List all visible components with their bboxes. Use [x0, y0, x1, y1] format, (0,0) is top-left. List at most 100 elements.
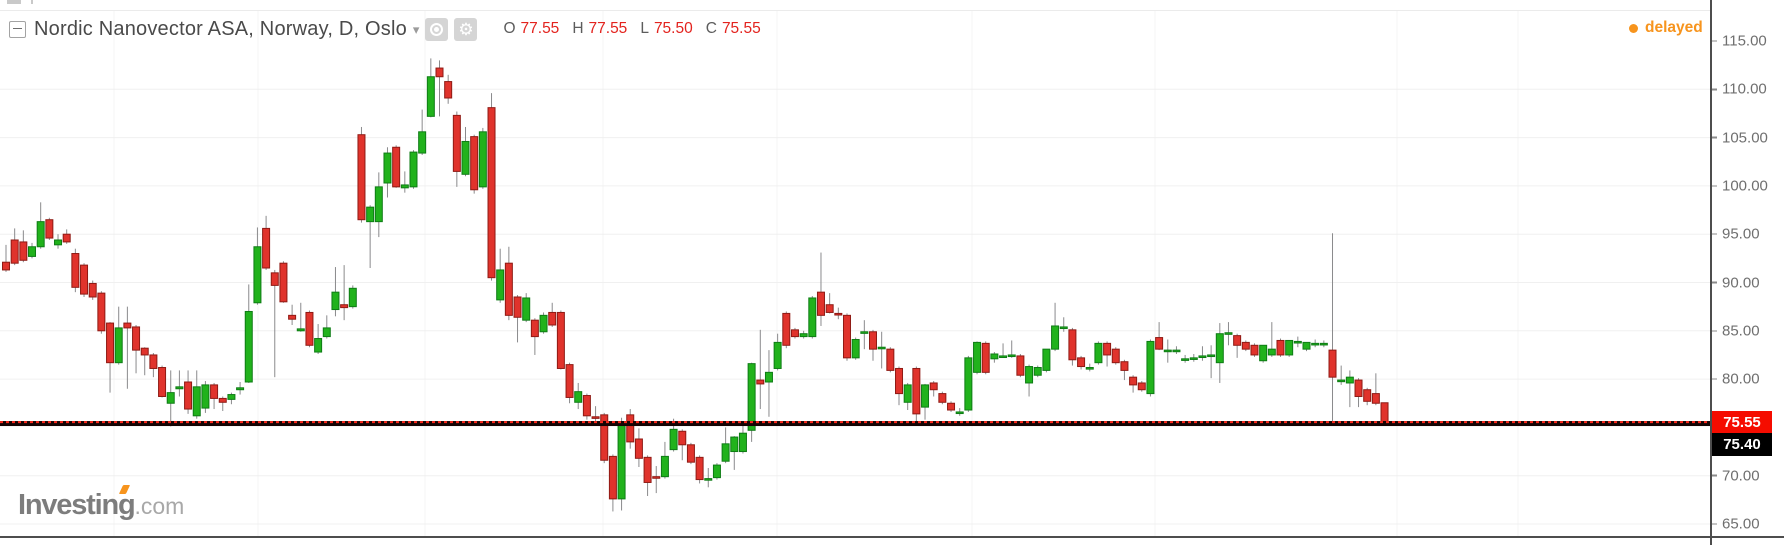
candle-body	[1319, 342, 1328, 346]
candle-body	[1198, 355, 1207, 359]
candle-body	[262, 227, 271, 269]
candle-body	[140, 347, 149, 356]
candle-body	[1354, 379, 1363, 397]
candle-body	[643, 456, 652, 483]
candle-body	[244, 310, 253, 383]
candle-body	[678, 430, 687, 446]
candle-body	[816, 291, 825, 316]
candle-body	[1302, 341, 1311, 350]
line-price-tag: 75.40	[1712, 433, 1772, 456]
close-value: 75.55	[721, 20, 761, 37]
candle-body	[487, 107, 496, 279]
candle-body	[790, 329, 799, 338]
gear-icon[interactable]: ⚙	[454, 17, 478, 41]
candle-body	[938, 393, 947, 403]
candle-body	[1233, 335, 1242, 346]
price-scale[interactable]: 115.00 110.00 105.00 100.00 95.00 90.00 85.00 8…	[1710, 0, 1784, 545]
eye-glyph	[430, 22, 444, 36]
y-axis-tick: 65.00	[1712, 516, 1760, 533]
candle-body	[1181, 358, 1190, 361]
candle-body	[895, 367, 904, 395]
candle-body	[305, 311, 314, 346]
candle-body	[158, 367, 167, 397]
candle-body	[660, 455, 669, 478]
eye-icon[interactable]	[425, 17, 449, 41]
candle-body	[1267, 348, 1276, 356]
candle-body	[227, 394, 236, 400]
open-label: O	[503, 20, 516, 37]
candle-body	[175, 386, 184, 390]
time-axis-line	[0, 536, 1784, 538]
candle-body	[695, 456, 704, 481]
candle-body	[218, 397, 227, 403]
candle-body	[322, 327, 331, 338]
clipped-toolbar-artifact	[7, 0, 21, 4]
y-axis-tick: 80.00	[1712, 371, 1760, 388]
candlestick-plot[interactable]	[0, 0, 1710, 545]
low-value: 75.50	[653, 20, 693, 37]
candle-body	[1077, 357, 1086, 368]
candle-body	[756, 379, 765, 385]
candle-body	[210, 384, 219, 399]
candle-body	[19, 241, 28, 261]
candle-body	[869, 331, 877, 350]
candle-body	[617, 421, 626, 500]
candle-body	[1155, 337, 1164, 350]
candle-body	[374, 186, 383, 223]
high-value: 77.55	[588, 20, 628, 37]
candle-body	[903, 384, 912, 403]
candle-body	[45, 219, 54, 239]
candle-body	[348, 287, 357, 308]
candle-body	[747, 363, 756, 431]
candle-body	[556, 311, 565, 369]
top-divider	[0, 10, 1710, 11]
candle-body	[764, 371, 773, 383]
candle-body	[426, 76, 435, 117]
delayed-label: delayed	[1645, 19, 1703, 36]
low-label: L	[640, 20, 649, 37]
candle-body	[366, 206, 375, 223]
candle-body	[730, 436, 739, 453]
candle-body	[478, 131, 487, 188]
candle-body	[1146, 340, 1155, 395]
candle-body	[88, 282, 97, 298]
candle-body	[574, 391, 583, 403]
delayed-badge: delayed	[1629, 19, 1703, 37]
candle-body	[530, 319, 539, 338]
candle-body	[270, 272, 279, 286]
y-axis-tick: 105.00	[1712, 129, 1768, 146]
candle-body	[1103, 342, 1112, 356]
candle-body	[314, 338, 323, 353]
candle-body	[418, 131, 427, 154]
candle-body	[400, 184, 409, 189]
chart-header: Nordic Nanovector ASA, Norway, D, Oslo ▾…	[0, 14, 774, 44]
candle-body	[522, 297, 531, 321]
investing-logo: Investing.com	[18, 485, 184, 522]
candle-body	[964, 357, 973, 411]
candle-body	[36, 221, 45, 248]
support-line	[0, 421, 1710, 427]
chevron-down-icon[interactable]: ▾	[412, 21, 420, 37]
delayed-dot-icon	[1629, 23, 1638, 33]
candle-body	[1259, 344, 1268, 362]
candle-body	[1094, 342, 1103, 364]
candle-body	[383, 152, 392, 184]
candle-body	[669, 428, 678, 451]
candle-body	[1120, 361, 1129, 371]
candle-body	[166, 392, 175, 404]
ohlc-readout: O 77.55 H 77.55 L 75.50 C 75.55	[503, 20, 773, 38]
candle-body	[921, 384, 930, 408]
candle-body	[1207, 354, 1216, 358]
candle-body	[608, 455, 617, 500]
candle-body	[999, 355, 1008, 359]
candle-body	[1380, 402, 1389, 423]
gear-glyph: ⚙	[458, 19, 474, 39]
candle-body	[626, 414, 635, 443]
candle-body	[97, 292, 106, 332]
candle-body	[80, 264, 89, 295]
candle-body	[947, 402, 956, 411]
last-price-tag: 75.55	[1712, 411, 1772, 433]
collapse-icon[interactable]	[9, 20, 26, 38]
y-axis-tick: 115.00	[1712, 33, 1767, 50]
